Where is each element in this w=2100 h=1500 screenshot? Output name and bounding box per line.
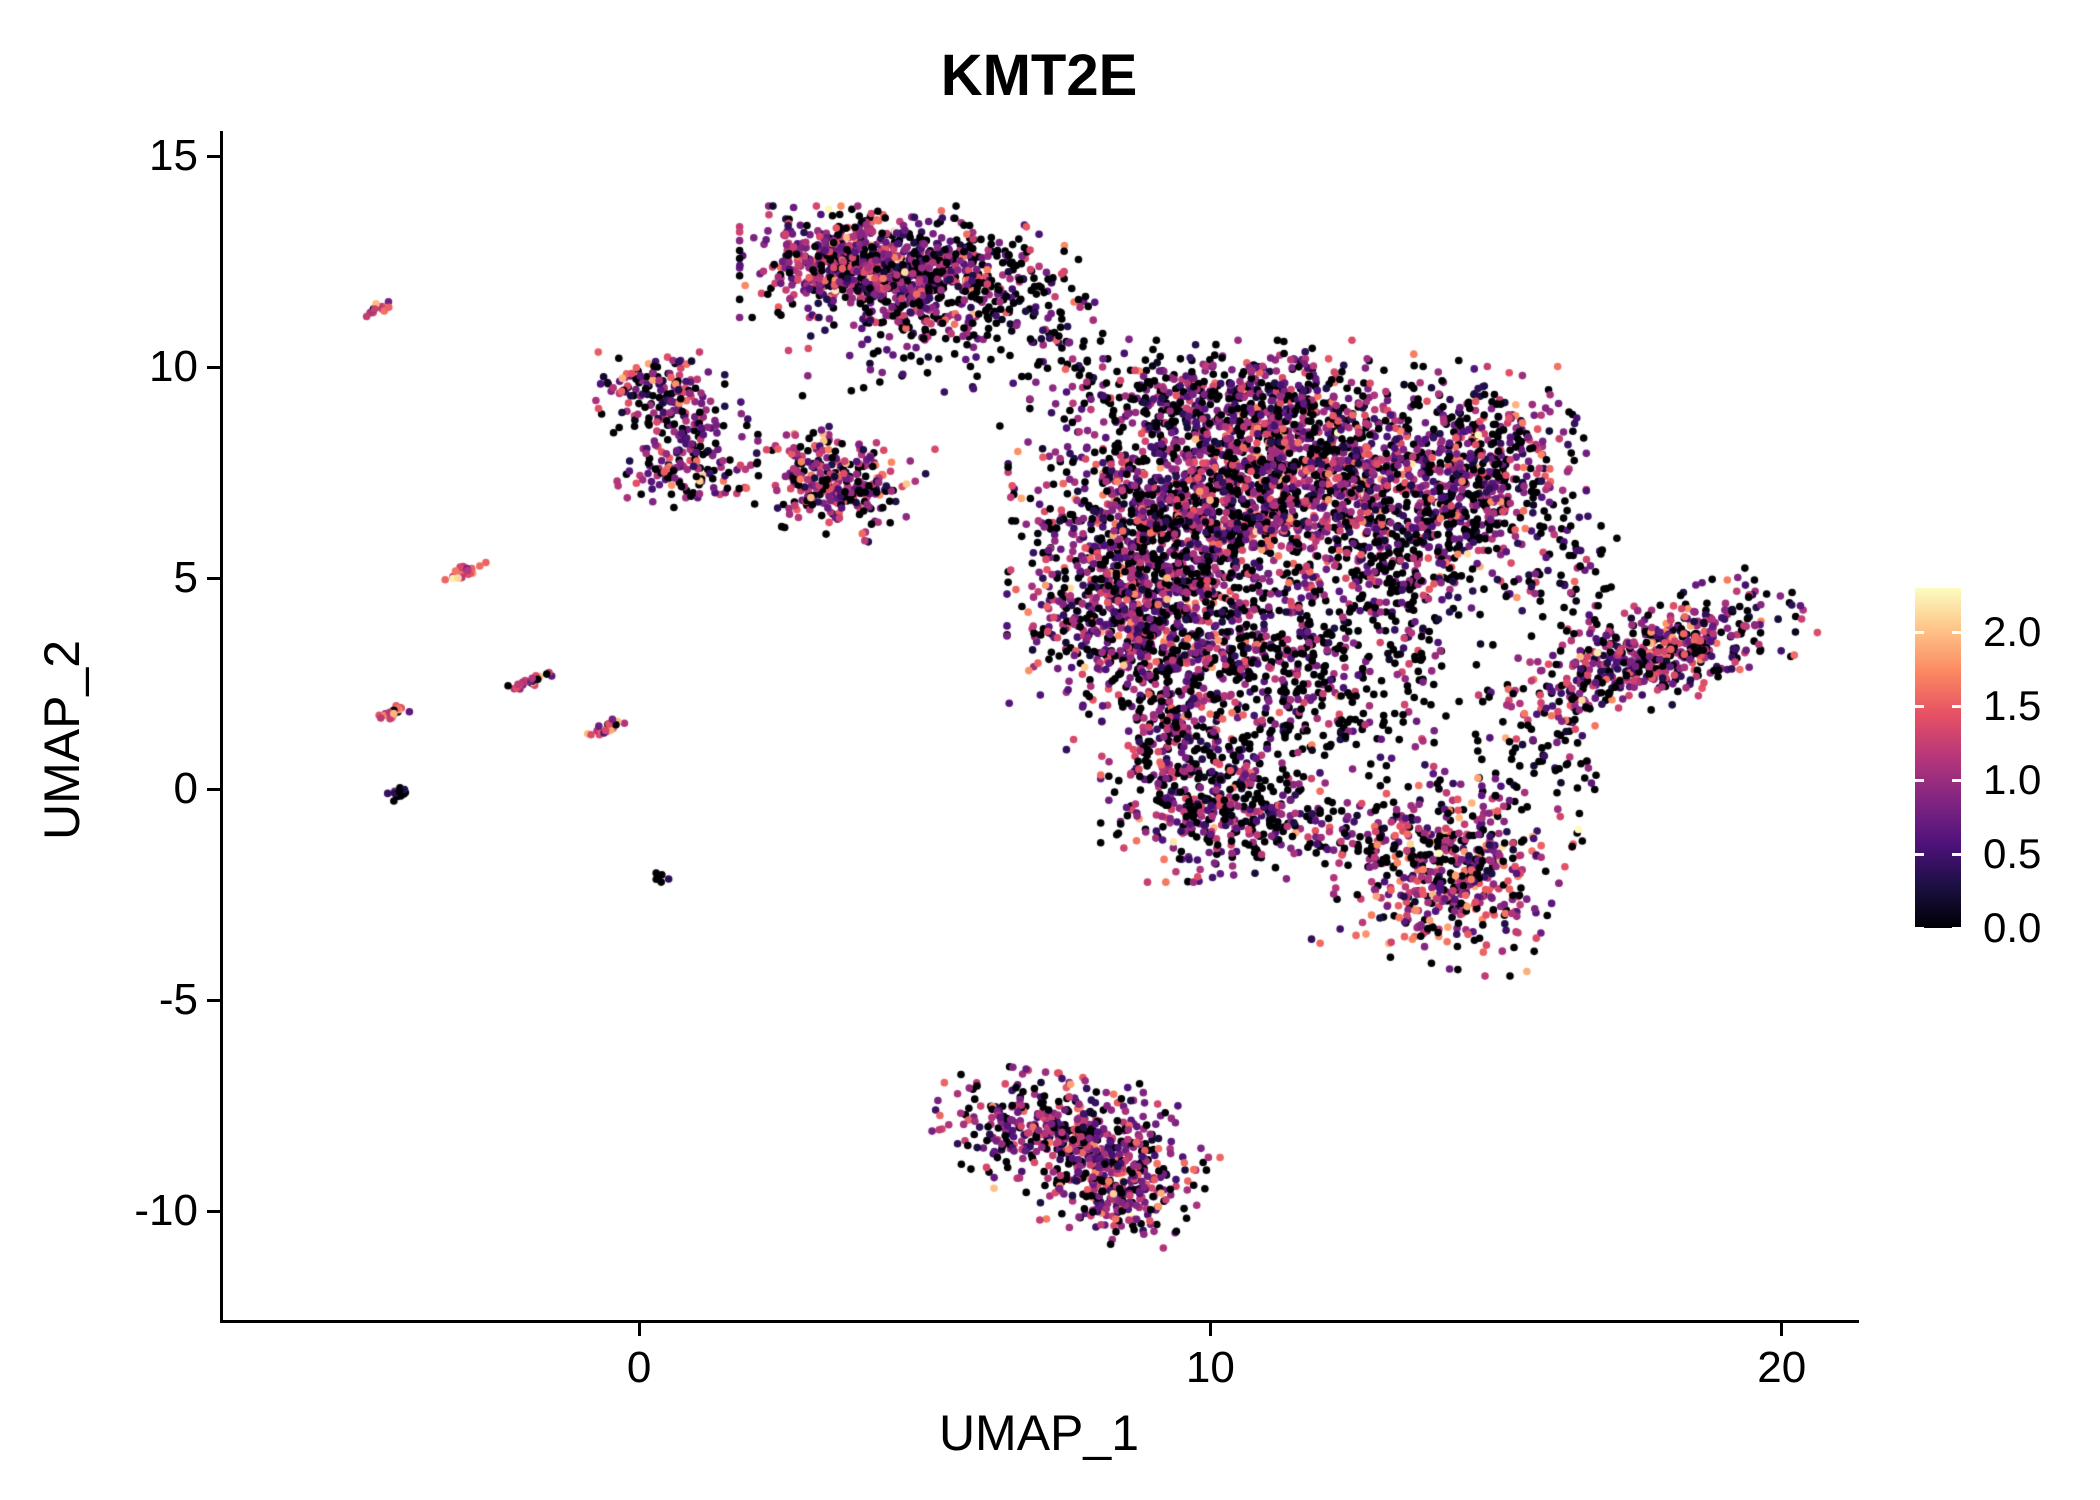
y-tick-label: 10 — [149, 342, 198, 392]
y-tick-mark — [207, 576, 220, 580]
y-tick-label: 15 — [149, 131, 198, 181]
colorbar-tick-mark — [1915, 778, 1924, 782]
x-axis-title: UMAP_1 — [938, 1405, 1140, 1461]
x-axis-line — [220, 1320, 1859, 1323]
colorbar-tick-label: 0.5 — [1983, 830, 2042, 878]
y-axis-title: UMAP_2 — [34, 639, 90, 841]
colorbar-tick-mark — [1952, 630, 1961, 634]
plot-title: KMT2E — [940, 43, 1138, 108]
colorbar-tick-mark — [1952, 926, 1961, 930]
colorbar-tick-mark — [1952, 704, 1961, 708]
y-axis-line — [220, 131, 223, 1323]
colorbar-tick-label: 1.5 — [1983, 682, 2042, 730]
y-tick-label: -10 — [134, 1186, 198, 1236]
colorbar-tick-mark — [1952, 778, 1961, 782]
x-tick-mark — [1780, 1323, 1784, 1336]
y-tick-label: 0 — [173, 764, 198, 814]
x-tick-label: 20 — [1757, 1343, 1807, 1392]
x-tick-label: 0 — [626, 1343, 652, 1392]
colorbar-tick-label: 1.0 — [1983, 756, 2042, 804]
colorbar-tick-mark — [1915, 630, 1924, 634]
colorbar-gradient — [1915, 588, 1961, 928]
x-tick-label: 10 — [1185, 1343, 1235, 1392]
colorbar-legend: 2.0 1.5 1.0 0.5 0.0 — [1915, 588, 2041, 951]
y-tick-mark — [207, 787, 220, 791]
y-tick-label: -5 — [158, 975, 198, 1025]
x-tick-mark — [1208, 1323, 1212, 1336]
y-tick-mark — [207, 154, 220, 158]
y-tick-mark — [207, 365, 220, 369]
y-tick-mark — [207, 1209, 220, 1213]
colorbar-tick-mark — [1915, 704, 1924, 708]
x-tick-mark — [637, 1323, 641, 1336]
y-tick-mark — [207, 998, 220, 1002]
colorbar-tick-label: 2.0 — [1983, 608, 2042, 656]
colorbar-tick-mark — [1952, 852, 1961, 856]
colorbar-tick-mark — [1915, 926, 1924, 930]
colorbar-tick-label: 0.0 — [1983, 904, 2042, 951]
colorbar-tick-mark — [1915, 852, 1924, 856]
y-tick-label: 5 — [173, 553, 198, 603]
